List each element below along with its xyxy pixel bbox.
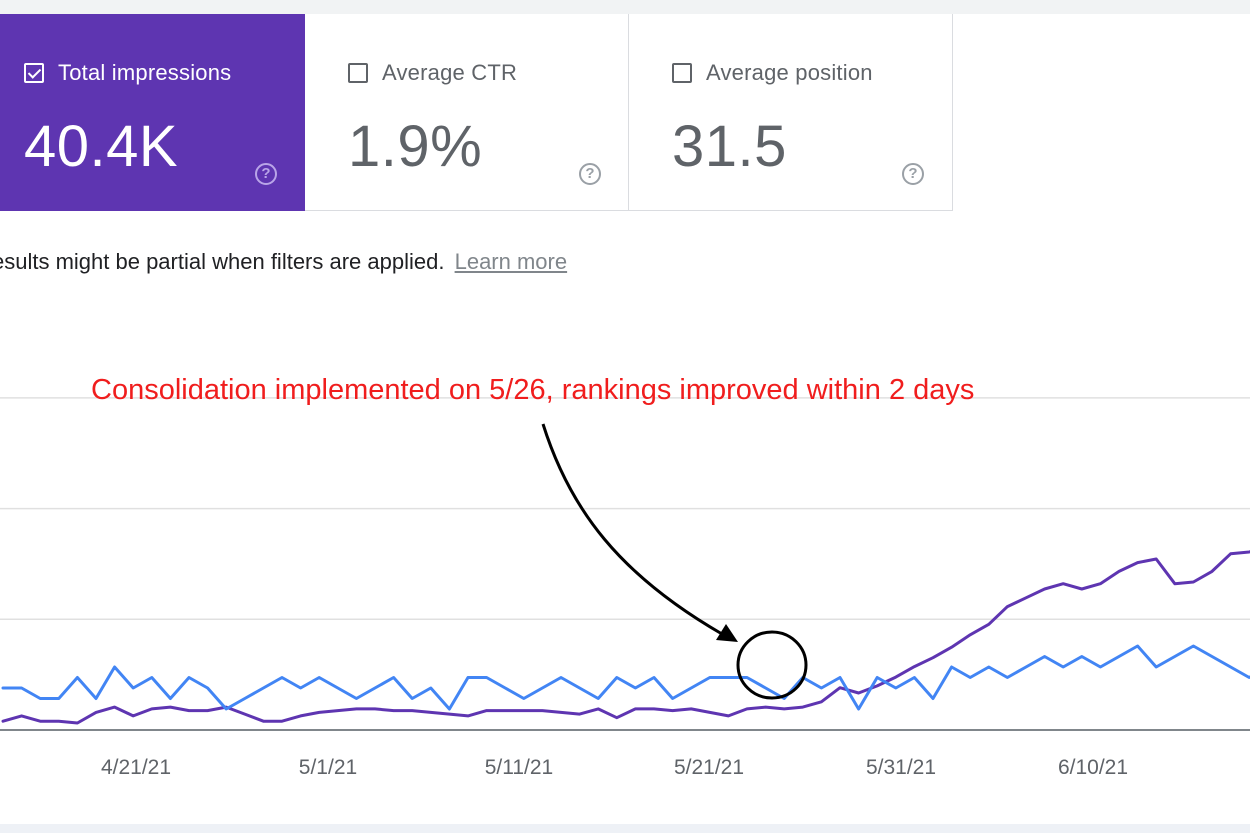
card-value: 1.9%	[348, 114, 483, 179]
x-tick-label: 5/21/21	[674, 756, 744, 779]
help-icon[interactable]: ?	[255, 163, 277, 185]
x-tick-label: 5/31/21	[866, 756, 936, 779]
annotation-arrow	[541, 423, 723, 636]
checkbox-unchecked-icon[interactable]	[672, 63, 692, 83]
partial-results-note: esults might be partial when filters are…	[0, 249, 567, 275]
help-icon[interactable]: ?	[902, 163, 924, 185]
annotation-arrowhead	[716, 624, 738, 642]
annotation-text: Consolidation implemented on 5/26, ranki…	[91, 374, 975, 406]
help-icon[interactable]: ?	[579, 163, 601, 185]
bottom-band	[0, 824, 1250, 833]
learn-more-link[interactable]: Learn more	[454, 249, 568, 274]
x-tick-label: 4/21/21	[101, 756, 171, 779]
series-line-impressions	[1, 550, 1250, 725]
card-label: Total impressions	[58, 60, 232, 85]
card-value: 31.5	[672, 114, 787, 179]
annotation-circle	[736, 630, 808, 700]
card-label: Average CTR	[382, 60, 518, 85]
top-band	[0, 0, 1250, 14]
card-average-ctr[interactable]: Average CTR 1.9% ?	[305, 14, 629, 211]
x-tick-label: 6/10/21	[1058, 756, 1128, 779]
checkbox-checked-icon[interactable]	[24, 63, 44, 83]
card-label: Average position	[706, 60, 873, 85]
checkbox-unchecked-icon[interactable]	[348, 63, 368, 83]
series-line-clicks	[1, 644, 1250, 711]
note-text: esults might be partial when filters are…	[0, 249, 445, 274]
x-tick-label: 5/11/21	[485, 756, 554, 779]
x-tick-label: 5/1/21	[299, 756, 357, 779]
card-total-impressions[interactable]: Total impressions 40.4K ?	[0, 14, 305, 211]
card-value: 40.4K	[24, 114, 179, 179]
card-average-position[interactable]: Average position 31.5 ?	[629, 14, 953, 211]
